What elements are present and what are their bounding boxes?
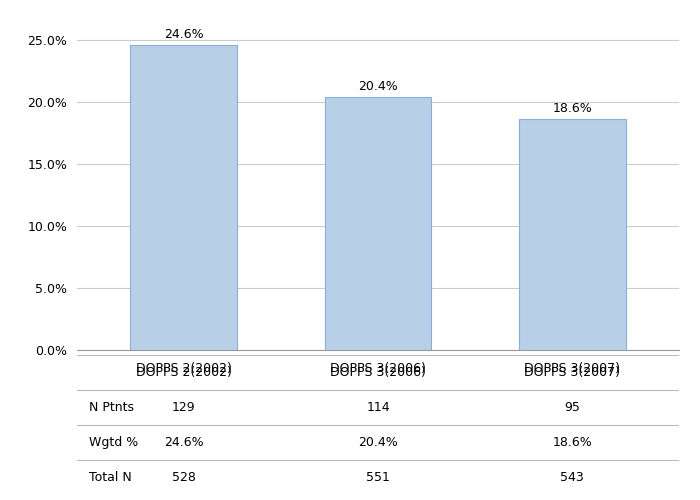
Text: 18.6%: 18.6% [552, 102, 592, 116]
Text: 129: 129 [172, 401, 195, 414]
Text: DOPPS 2(2002): DOPPS 2(2002) [136, 366, 232, 379]
Text: 543: 543 [560, 471, 584, 484]
Text: DOPPS 3(2007): DOPPS 3(2007) [524, 366, 620, 379]
Bar [519, 119, 626, 350]
Text: Wgtd %: Wgtd % [89, 436, 139, 449]
Text: 528: 528 [172, 471, 196, 484]
Text: 24.6%: 24.6% [164, 436, 204, 449]
Bar [130, 45, 237, 350]
Text: 20.4%: 20.4% [358, 80, 398, 93]
Text: DOPPS 3(2006): DOPPS 3(2006) [330, 366, 426, 379]
Text: 18.6%: 18.6% [552, 436, 592, 449]
Text: 95: 95 [564, 401, 580, 414]
Text: 114: 114 [366, 401, 390, 414]
Text: 20.4%: 20.4% [358, 436, 398, 449]
Bar [325, 97, 431, 350]
Text: 24.6%: 24.6% [164, 28, 204, 41]
Text: Total N: Total N [89, 471, 132, 484]
Text: N Ptnts: N Ptnts [89, 401, 134, 414]
Text: 551: 551 [366, 471, 390, 484]
